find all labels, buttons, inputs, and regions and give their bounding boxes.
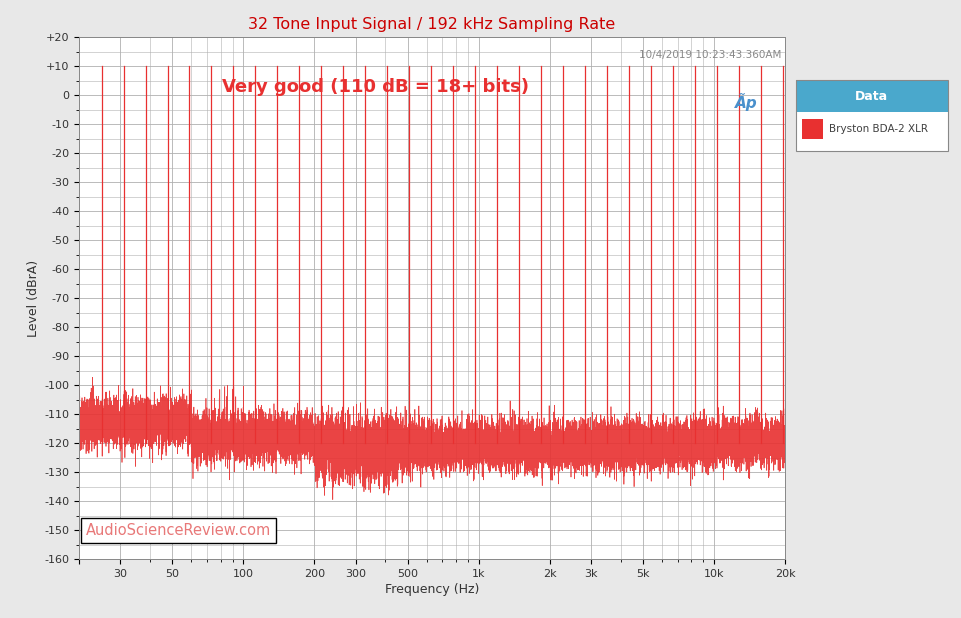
Bar [801, 119, 823, 138]
Text: Very good (110 dB = 18+ bits): Very good (110 dB = 18+ bits) [222, 78, 529, 96]
Y-axis label: Level (dBrA): Level (dBrA) [27, 260, 39, 337]
Text: Ãp: Ãp [735, 93, 757, 111]
Text: AudioScienceReview.com: AudioScienceReview.com [86, 523, 271, 538]
Text: Data: Data [855, 90, 888, 103]
X-axis label: Frequency (Hz): Frequency (Hz) [384, 583, 480, 596]
Title: 32 Tone Input Signal / 192 kHz Sampling Rate: 32 Tone Input Signal / 192 kHz Sampling … [248, 17, 616, 32]
Text: 10/4/2019 10:23:43.360AM: 10/4/2019 10:23:43.360AM [639, 50, 781, 60]
Bar [796, 112, 948, 151]
Bar [796, 80, 948, 112]
Text: Bryston BDA-2 XLR: Bryston BDA-2 XLR [829, 124, 928, 133]
